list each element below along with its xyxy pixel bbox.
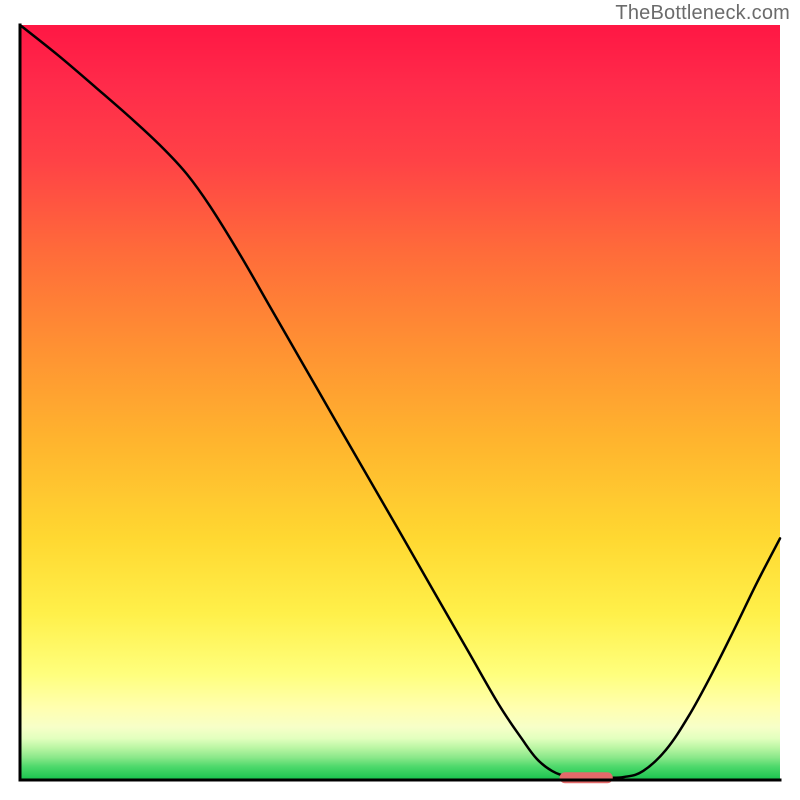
- chart-svg: [0, 0, 800, 800]
- plot-background: [20, 25, 780, 780]
- optimal-marker: [560, 772, 613, 783]
- watermark-text: TheBottleneck.com: [615, 2, 790, 25]
- chart-container: TheBottleneck.com: [0, 0, 800, 800]
